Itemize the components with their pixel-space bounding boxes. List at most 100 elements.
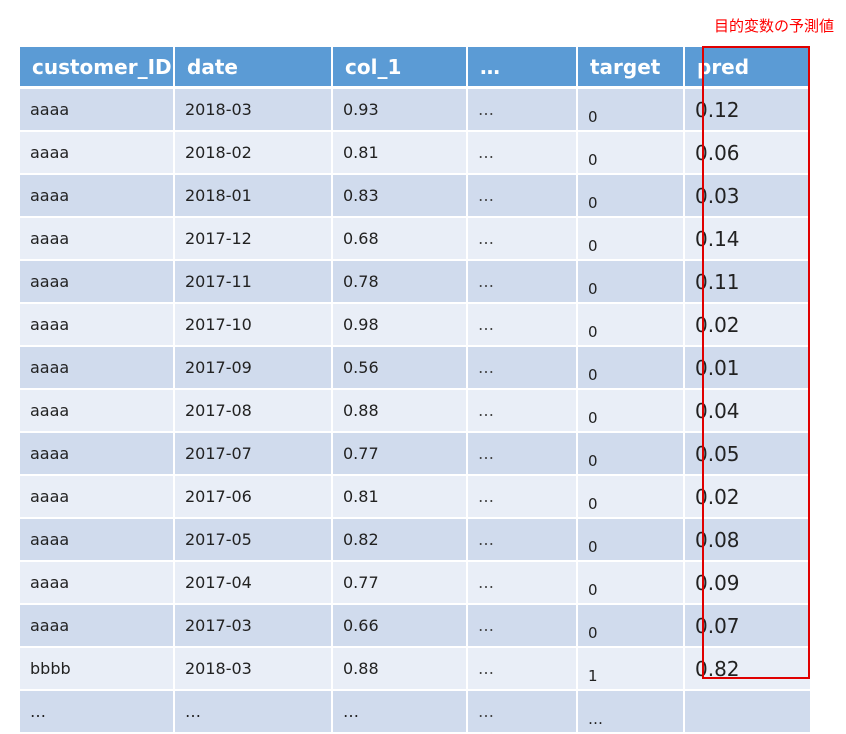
cell-ellipsis: …	[468, 347, 578, 390]
cell-ellipsis: …	[468, 132, 578, 175]
header-pred: pred	[685, 47, 810, 89]
cell-ellipsis: …	[468, 175, 578, 218]
cell-col-1: 0.93	[333, 89, 468, 132]
cell-col-1: 0.77	[333, 433, 468, 476]
pred-annotation-label: 目的変数の予測値	[713, 17, 834, 35]
cell-pred: 0.04	[685, 390, 810, 433]
cell-customer-id: bbbb	[20, 648, 175, 691]
table-row: aaaa 2017-07 0.77… 0 0.05	[20, 433, 810, 476]
cell-target: 0	[578, 304, 685, 347]
cell-customer-id: aaaa	[20, 562, 175, 605]
cell-date: 2018-03	[175, 89, 333, 132]
cell-target: 0	[578, 132, 685, 175]
cell-target: 0	[578, 476, 685, 519]
table-row: aaaa 2017-04 0.77… 0 0.09	[20, 562, 810, 605]
table-row: aaaa 2017-03 0.66… 0 0.07	[20, 605, 810, 648]
cell-target: 1	[578, 648, 685, 691]
cell-date: …	[175, 691, 333, 734]
cell-customer-id: aaaa	[20, 347, 175, 390]
cell-customer-id: aaaa	[20, 476, 175, 519]
header-ellipsis: …	[468, 47, 578, 89]
cell-pred: 0.03	[685, 175, 810, 218]
cell-pred: 0.09	[685, 562, 810, 605]
table-row: aaaa 2017-08 0.88… 0 0.04	[20, 390, 810, 433]
cell-col-1: 0.82	[333, 519, 468, 562]
cell-col-1: 0.88	[333, 648, 468, 691]
cell-customer-id: aaaa	[20, 390, 175, 433]
cell-ellipsis: …	[468, 648, 578, 691]
table-row: aaaa 2018-02 0.81… 0 0.06	[20, 132, 810, 175]
cell-date: 2018-01	[175, 175, 333, 218]
cell-customer-id: aaaa	[20, 175, 175, 218]
cell-pred: 0.02	[685, 304, 810, 347]
header-customer-id: customer_ID	[20, 47, 175, 89]
cell-date: 2017-03	[175, 605, 333, 648]
cell-ellipsis: …	[468, 605, 578, 648]
cell-customer-id: aaaa	[20, 261, 175, 304]
cell-ellipsis: …	[468, 433, 578, 476]
cell-ellipsis: …	[468, 218, 578, 261]
table-row: aaaa 2018-03 0.93… 0 0.12	[20, 89, 810, 132]
data-table: customer_ID date col_1 … target pred aaa…	[20, 47, 810, 734]
cell-ellipsis: …	[468, 562, 578, 605]
cell-target: …	[578, 691, 685, 734]
cell-pred: 0.14	[685, 218, 810, 261]
table-row: bbbb 2018-03 0.88… 1 0.82	[20, 648, 810, 691]
cell-target: 0	[578, 562, 685, 605]
cell-ellipsis: …	[468, 304, 578, 347]
cell-pred: 0.02	[685, 476, 810, 519]
table-row: aaaa 2017-05 0.82… 0 0.08	[20, 519, 810, 562]
cell-ellipsis: …	[468, 261, 578, 304]
cell-ellipsis: …	[468, 519, 578, 562]
cell-pred: 0.82	[685, 648, 810, 691]
cell-pred: 0.01	[685, 347, 810, 390]
table-row: aaaa 2018-01 0.83… 0 0.03	[20, 175, 810, 218]
table-row: aaaa 2017-11 0.78… 0 0.11	[20, 261, 810, 304]
cell-ellipsis: …	[468, 691, 578, 734]
cell-target: 0	[578, 261, 685, 304]
header-col-1: col_1	[333, 47, 468, 89]
cell-target: 0	[578, 175, 685, 218]
cell-date: 2017-10	[175, 304, 333, 347]
cell-date: 2017-07	[175, 433, 333, 476]
cell-customer-id: aaaa	[20, 304, 175, 347]
table-row: aaaa 2017-10 0.98… 0 0.02	[20, 304, 810, 347]
cell-target: 0	[578, 218, 685, 261]
table-body: aaaa 2018-03 0.93… 0 0.12 aaaa 2018-02 0.81… 0 0.…	[20, 89, 810, 734]
cell-date: 2017-12	[175, 218, 333, 261]
cell-target: 0	[578, 89, 685, 132]
cell-target: 0	[578, 519, 685, 562]
cell-customer-id: aaaa	[20, 519, 175, 562]
cell-col-1: 0.81	[333, 132, 468, 175]
table-row: aaaa 2017-12 0.68… 0 0.14	[20, 218, 810, 261]
cell-ellipsis: …	[468, 476, 578, 519]
cell-col-1: 0.68	[333, 218, 468, 261]
cell-col-1: 0.78	[333, 261, 468, 304]
cell-target: 0	[578, 347, 685, 390]
cell-ellipsis: …	[468, 390, 578, 433]
cell-pred: 0.06	[685, 132, 810, 175]
cell-date: 2018-03	[175, 648, 333, 691]
table-header-row: customer_ID date col_1 … target pred	[20, 47, 810, 89]
cell-col-1: 0.98	[333, 304, 468, 347]
cell-target: 0	[578, 390, 685, 433]
cell-date: 2017-08	[175, 390, 333, 433]
cell-customer-id: aaaa	[20, 605, 175, 648]
cell-col-1: 0.83	[333, 175, 468, 218]
cell-customer-id: aaaa	[20, 89, 175, 132]
cell-date: 2017-04	[175, 562, 333, 605]
cell-col-1: 0.66	[333, 605, 468, 648]
cell-date: 2018-02	[175, 132, 333, 175]
cell-target: 0	[578, 605, 685, 648]
cell-date: 2017-11	[175, 261, 333, 304]
cell-customer-id: aaaa	[20, 218, 175, 261]
cell-col-1: 0.77	[333, 562, 468, 605]
header-date: date	[175, 47, 333, 89]
cell-pred: 0.12	[685, 89, 810, 132]
header-target: target	[578, 47, 685, 89]
cell-pred	[685, 691, 810, 734]
cell-ellipsis: …	[468, 89, 578, 132]
cell-date: 2017-05	[175, 519, 333, 562]
table-row: aaaa 2017-09 0.56… 0 0.01	[20, 347, 810, 390]
table-row: ……………	[20, 691, 810, 734]
